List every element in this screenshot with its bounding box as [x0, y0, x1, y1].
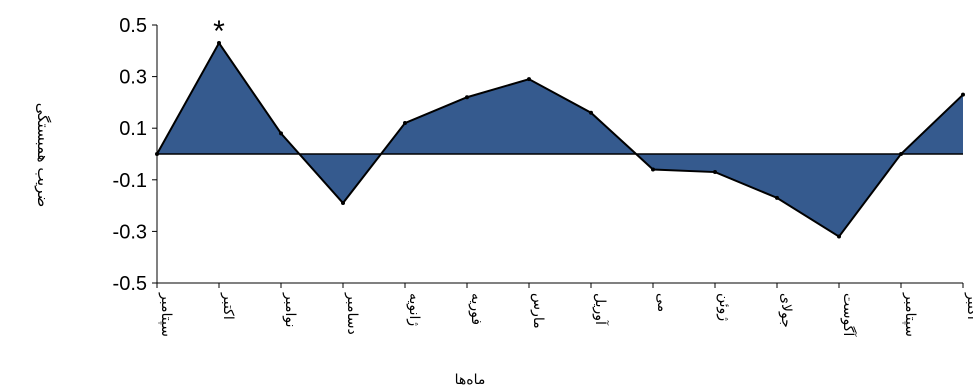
data-point	[279, 131, 283, 136]
y-tick-label: 0.5	[119, 15, 147, 37]
data-point	[341, 201, 345, 206]
data-point	[713, 170, 717, 175]
x-tick-label: اکتبر	[964, 292, 973, 320]
x-tick-label: نوامبر	[282, 292, 298, 327]
y-tick-label: -0.5	[113, 273, 147, 295]
x-axis: سپتامبر اکتبر نوامبر دسامبر ژانویه فوریه مارس آ…	[156, 282, 973, 337]
data-point	[465, 95, 469, 100]
data-point	[775, 195, 779, 200]
y-tick-label: -0.1	[113, 170, 147, 192]
data-point	[961, 92, 965, 97]
data-point	[527, 77, 531, 82]
x-tick-label: جولای	[778, 293, 794, 328]
data-point	[589, 110, 593, 115]
data-point	[403, 121, 407, 126]
area-fill	[157, 43, 963, 237]
x-tick-label: می	[654, 293, 670, 312]
series-line	[156, 41, 964, 238]
y-axis-label: ضریب همبستگی	[34, 103, 52, 208]
data-point	[837, 234, 841, 239]
y-tick-label: -0.3	[113, 221, 147, 243]
x-tick-label: آگوست	[840, 293, 857, 337]
plot-area: *	[155, 15, 965, 239]
x-tick-label: ژانویه	[406, 293, 422, 326]
x-tick-label: اکتبر	[220, 292, 236, 320]
y-axis: 0.5 0.3 0.1 -0.1 -0.3 -0.5	[113, 15, 158, 295]
x-tick-label: سپتامبر	[158, 292, 174, 337]
data-point	[651, 167, 655, 172]
y-tick-label: 0.1	[119, 118, 147, 140]
x-tick-label: ژوئن	[716, 293, 732, 321]
x-tick-label: مارس	[530, 293, 546, 329]
y-tick-label: 0.3	[119, 67, 147, 89]
x-tick-label: فوریه	[468, 293, 484, 325]
x-axis-label: ماه‌ها	[455, 372, 486, 388]
x-tick-label: دسامبر	[344, 292, 360, 335]
x-tick-label: آوریل	[592, 293, 609, 326]
x-tick-label: سپتامبر	[902, 292, 918, 337]
data-point	[217, 41, 221, 46]
significance-marker: *	[213, 15, 225, 48]
